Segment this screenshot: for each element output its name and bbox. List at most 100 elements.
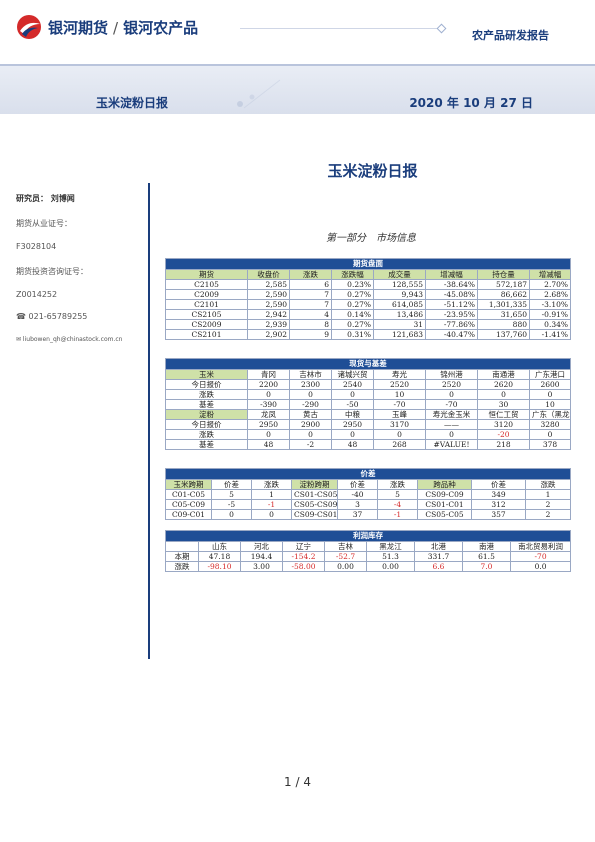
column-header: 增减幅 xyxy=(529,269,571,280)
table-row: C2105 2,585 6 0.23% 128,555 -38.64% 572,187 2.7… xyxy=(165,279,571,290)
report-date: 2020 年 10 月 27 日 xyxy=(409,96,533,110)
table-cell: 0.27% xyxy=(331,289,374,300)
license-label: 期货从业证号： xyxy=(16,219,72,228)
table-cell: -154.2 xyxy=(282,551,325,562)
table-cell: 4 xyxy=(289,309,332,320)
table-row: C09-C01 0 0 CS09-CS01 37 -1 CS05-C05 357 2 xyxy=(165,509,572,520)
table-cell: 7.0 xyxy=(462,561,511,572)
table-cell: 龙凤 xyxy=(247,409,290,420)
table-row: 今日报价 2200 2300 2540 2520 2520 2620 2600 xyxy=(165,379,571,390)
table-cell: 广东港口 xyxy=(529,369,571,380)
phone-contact: ☎ 021-65789255 xyxy=(16,312,88,321)
column-header: 成交量 xyxy=(373,269,426,280)
table-cell: 2600 xyxy=(529,379,571,390)
table-cell: -40 xyxy=(337,489,378,500)
table-cell: 61.5 xyxy=(462,551,511,562)
table-cell: 0.00 xyxy=(324,561,367,572)
table-band-row: 期货盘面 xyxy=(165,258,571,270)
table-cell: 寿光 xyxy=(373,369,426,380)
table-row: 基差 -390 -290 -50 -70 -70 30 10 xyxy=(165,399,571,410)
table-cell: 南通港 xyxy=(477,369,530,380)
title-band: 玉米淀粉日报 2020 年 10 月 27 日 xyxy=(0,64,595,114)
table-cell: 0 xyxy=(251,509,292,520)
table-band-title: 价差 xyxy=(164,468,572,480)
table-cell: 0.27% xyxy=(331,319,374,330)
table-cell: 0 xyxy=(289,429,332,440)
table-cell: CS2101 xyxy=(165,329,248,340)
table-cell: CS2105 xyxy=(165,309,248,320)
table-cell: -3.10% xyxy=(529,299,571,310)
table-cell: 48 xyxy=(247,439,290,450)
table-cell: 2620 xyxy=(477,379,530,390)
brand-name: 银河期货 / 银河农产品 xyxy=(48,17,198,38)
table-cell: -58.00 xyxy=(282,561,325,572)
table-cell: -390 xyxy=(247,399,290,410)
table-band-title: 期货盘面 xyxy=(165,258,571,270)
table-cell: -290 xyxy=(289,399,332,410)
section-name: 市场信息 xyxy=(376,233,416,244)
table-row: 玉米 青冈 吉林市 诸城兴贸 寿光 锦州港 南通港 广东港口 xyxy=(165,369,571,380)
table-row: 基差 48 -2 48 268 #VALUE! 218 378 xyxy=(165,439,571,450)
table-cell: -1.41% xyxy=(529,329,571,340)
table-cell: 玉米 xyxy=(165,369,248,380)
table-cell: 0 xyxy=(425,389,478,400)
table-cell: -52.7 xyxy=(324,551,367,562)
license-number: F3028104 xyxy=(16,242,57,251)
table-cell: CS2009 xyxy=(165,319,248,330)
table-cell: 南北贸易利润 xyxy=(509,541,572,552)
table-cell: CS01-C01 xyxy=(417,499,472,510)
table-cell: 恒仁工贸 xyxy=(477,409,530,420)
column-header: 增减幅 xyxy=(425,269,478,280)
galaxy-logo-icon xyxy=(17,15,41,39)
table-band-row: 利润库存 xyxy=(164,530,572,542)
table-cell: 辽宁 xyxy=(282,541,325,552)
table-cell: 2200 xyxy=(247,379,290,390)
table-cell: 1 xyxy=(251,489,292,500)
table-cell: 涨跌 xyxy=(165,389,248,400)
table-row: 玉米跨期 价差 涨跌 淀粉跨期 价差 涨跌 跨品种 价差 涨跌 xyxy=(165,479,572,490)
table-cell: C2101 xyxy=(165,299,248,310)
table-row: CS2105 2,942 4 0.14% 13,486 -23.95% 31,650 -0.9… xyxy=(165,309,571,320)
table-band-row: 现货与基差 xyxy=(165,358,571,370)
table-cell: 572,187 xyxy=(477,279,530,290)
table-row: 涨跌 -98.10 3.00 -58.00 0.00 0.00 6.6 7.0 0.0 xyxy=(165,561,572,572)
table-cell: 268 xyxy=(373,439,426,450)
table-cell: -0.91% xyxy=(529,309,571,320)
table-cell: 2.68% xyxy=(529,289,571,300)
table-cell: -23.95% xyxy=(425,309,478,320)
profit-inventory-table: 利润库存 山东 河北 辽宁 吉林 黑龙江 北港 南港 南北贸易利润 本期 47.18 194.4 -15… xyxy=(164,530,572,572)
table-cell: 3170 xyxy=(373,419,426,430)
table-cell: 锦州港 xyxy=(425,369,478,380)
table-cell: 0.31% xyxy=(331,329,374,340)
table-cell: -5 xyxy=(211,499,252,510)
table-cell: 5 xyxy=(211,489,252,500)
table-cell: 331.7 xyxy=(414,551,463,562)
table-cell: 2900 xyxy=(289,419,332,430)
brand-slash: / xyxy=(113,19,119,37)
table-cell: 6.6 xyxy=(414,561,463,572)
table-cell: 价差 xyxy=(211,479,252,490)
diamond-icon xyxy=(436,23,447,34)
column-header: 涨跌 xyxy=(289,269,332,280)
table-cell: 47.18 xyxy=(198,551,241,562)
table-row: CS2101 2,902 9 0.31% 121,683 -40.47% 137,760 -1… xyxy=(165,329,571,340)
email-contact[interactable]: ✉ liubowen_qh@chinastock.com.cn xyxy=(16,336,123,343)
table-row: 本期 47.18 194.4 -154.2 -52.7 51.3 331.7 61.5 -70 xyxy=(165,551,572,562)
table-cell: 2,939 xyxy=(247,319,290,330)
decorative-dots-icon xyxy=(237,79,281,109)
table-row: 山东 河北 辽宁 吉林 黑龙江 北港 南港 南北贸易利润 xyxy=(165,541,572,552)
table-row: 涨跌 0 0 0 0 0 -20 0 xyxy=(165,429,571,440)
table-cell: —— xyxy=(425,419,478,430)
table-cell: 诸城兴贸 xyxy=(331,369,374,380)
table-cell: 中粮 xyxy=(331,409,374,420)
table-cell: -40.47% xyxy=(425,329,478,340)
table-cell: 0 xyxy=(373,429,426,440)
futures-table: 期货盘面 期货 收盘价 涨跌 涨跌幅 成交量 增减幅 持仓量 增减幅 C2105 2,585 6 0.2… xyxy=(165,258,571,340)
table-cell: 1,301,335 xyxy=(477,299,530,310)
table-band-title: 现货与基差 xyxy=(165,358,571,370)
table-cell: 涨跌 xyxy=(377,479,418,490)
table-cell: -1 xyxy=(377,509,418,520)
table-cell: 9,943 xyxy=(373,289,426,300)
table-cell: 玉米跨期 xyxy=(165,479,212,490)
table-cell: 378 xyxy=(529,439,571,450)
